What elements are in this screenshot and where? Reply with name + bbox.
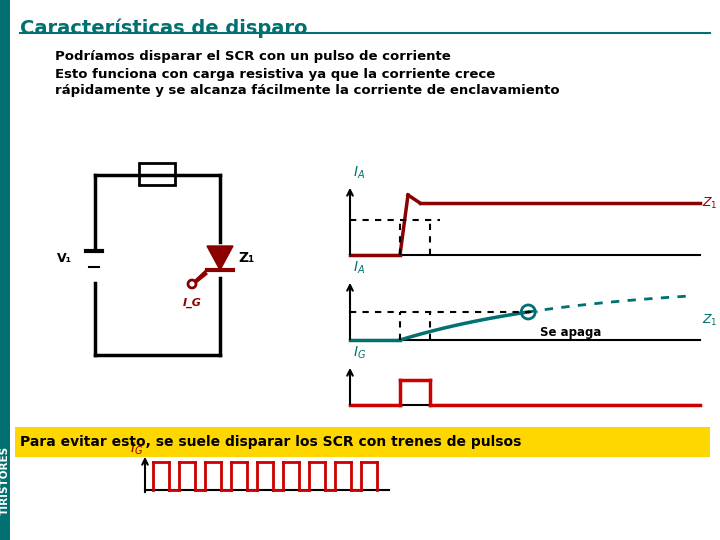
Text: $I_G$: $I_G$ — [130, 441, 143, 457]
Bar — [0, 0, 10, 540]
Text: $I_G$: $I_G$ — [353, 345, 366, 361]
Text: Para evitar esto, se suele disparar los SCR con trenes de pulsos: Para evitar esto, se suele disparar los … — [20, 435, 521, 449]
Bar — [15, 427, 710, 457]
Text: Podríamos disparar el SCR con un pulso de corriente: Podríamos disparar el SCR con un pulso d… — [55, 50, 451, 63]
Text: $Z_1 = Ls$: $Z_1 = Ls$ — [702, 313, 720, 328]
Polygon shape — [207, 246, 233, 270]
Text: $I_A$: $I_A$ — [353, 165, 365, 181]
Text: $Z_1 = R$: $Z_1 = R$ — [702, 195, 720, 211]
Text: Características de disparo: Características de disparo — [20, 18, 307, 37]
Text: rápidamente y se alcanza fácilmente la corriente de enclavamiento: rápidamente y se alcanza fácilmente la c… — [55, 84, 559, 97]
Bar — [139, 163, 175, 185]
Text: Z₁: Z₁ — [238, 251, 254, 265]
Text: TIRISTORES: TIRISTORES — [0, 446, 10, 515]
Text: $I_A$: $I_A$ — [353, 260, 365, 276]
Text: I_G: I_G — [183, 298, 202, 308]
Circle shape — [188, 280, 196, 288]
Text: Esto funciona con carga resistiva ya que la corriente crece: Esto funciona con carga resistiva ya que… — [55, 68, 495, 81]
Text: Se apaga: Se apaga — [540, 326, 602, 339]
Text: V₁: V₁ — [57, 253, 72, 266]
